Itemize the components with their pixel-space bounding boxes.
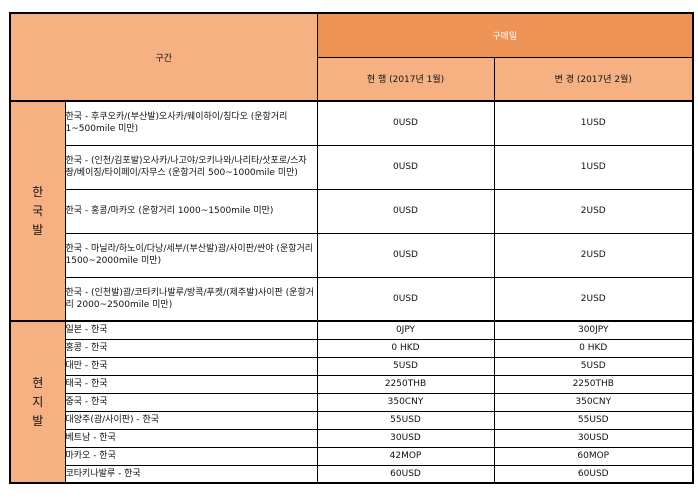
route-cell: 일본 - 한국 xyxy=(64,320,318,340)
fuel-surcharge-table: 구간 구매일 현 행 (2017년 1월) 변 경 (2017년 2월) 한 국… xyxy=(9,12,694,484)
route-cell: 한국 - (인천/김포발)오사카/나고야/오키나와/나리타/삿포로/스자좡/베이… xyxy=(64,144,318,190)
current-value-cell: 0USD xyxy=(316,100,495,146)
current-value-cell: 2250THB xyxy=(316,374,495,394)
route-cell: 중국 - 한국 xyxy=(64,392,318,412)
current-value-cell: 0USD xyxy=(316,188,495,234)
changed-value-cell: 60USD xyxy=(493,464,694,484)
changed-value-cell: 2250THB xyxy=(493,374,694,394)
current-value-cell: 42MOP xyxy=(316,446,495,466)
current-period-header: 현 행 (2017년 1월) xyxy=(316,56,495,102)
changed-value-cell: 300JPY xyxy=(493,320,694,340)
current-value-cell: 30USD xyxy=(316,428,495,448)
route-cell: 홍콩 - 한국 xyxy=(64,338,318,358)
changed-value-cell: 1USD xyxy=(493,144,694,190)
current-value-cell: 60USD xyxy=(316,464,495,484)
changed-value-cell: 5USD xyxy=(493,356,694,376)
current-value-cell: 55USD xyxy=(316,410,495,430)
changed-value-cell: 2USD xyxy=(493,232,694,278)
table-row: 마카오 - 한국 42MOP 60MOP xyxy=(10,446,694,466)
changed-value-cell: 30USD xyxy=(493,428,694,448)
route-cell: 한국 - 마닐라/하노이/다낭/세부/(부산발)괌/사이판/싼야 (운항거리 1… xyxy=(64,232,318,278)
table-row: 대양주(괌/사이판) - 한국 55USD 55USD xyxy=(10,410,694,430)
fuel-surcharge-table-container: 구간 구매일 현 행 (2017년 1월) 변 경 (2017년 2월) 한 국… xyxy=(9,12,694,484)
current-value-cell: 0USD xyxy=(316,276,495,322)
route-cell: 태국 - 한국 xyxy=(64,374,318,394)
changed-value-cell: 2USD xyxy=(493,188,694,234)
changed-value-cell: 60MOP xyxy=(493,446,694,466)
route-cell: 코타키나발루 - 한국 xyxy=(64,464,318,484)
group-label-char: 국 xyxy=(32,203,44,218)
group-label-char: 현 xyxy=(32,375,44,390)
changed-period-header: 변 경 (2017년 2월) xyxy=(493,56,694,102)
table-row: 한 국 발 한국 - 후쿠오카/(부산발)오사카/웨이하이/칭다오 (운항거리 … xyxy=(9,100,694,322)
group-label-char: 한 xyxy=(32,184,44,199)
group-label-local-departure: 현 지 발 xyxy=(9,320,66,484)
table-row: 홍콩 - 한국 0 HKD 0 HKD xyxy=(10,338,694,358)
table-row: 한국 - (인천발)괌/코타키나발루/방콕/푸켓/(제주발)사이판 (운항거리 … xyxy=(10,276,694,322)
section-header: 구간 xyxy=(9,12,318,102)
route-cell: 베트남 - 한국 xyxy=(64,428,318,448)
table-row: 한국 - (인천/김포발)오사카/나고야/오키나와/나리타/삿포로/스자좡/베이… xyxy=(10,144,694,190)
route-cell: 대양주(괌/사이판) - 한국 xyxy=(64,410,318,430)
current-value-cell: 350CNY xyxy=(316,392,495,412)
table-row: 중국 - 한국 350CNY 350CNY xyxy=(10,392,694,412)
group-label-char: 발 xyxy=(32,222,44,237)
changed-value-cell: 0 HKD xyxy=(493,338,694,358)
table-row: 태국 - 한국 2250THB 2250THB xyxy=(10,374,694,394)
table-row: 베트남 - 한국 30USD 30USD xyxy=(10,428,694,448)
current-value-cell: 0 HKD xyxy=(316,338,495,358)
current-value-cell: 0USD xyxy=(316,232,495,278)
table-row: 한국 - 홍콩/마카오 (운항거리 1000~1500mile 미만) 0USD… xyxy=(10,188,694,234)
current-value-cell: 0JPY xyxy=(316,320,495,340)
group-label-korea-departure: 한 국 발 xyxy=(9,100,66,322)
current-value-cell: 5USD xyxy=(316,356,495,376)
current-value-cell: 0USD xyxy=(316,144,495,190)
route-cell: 대만 - 한국 xyxy=(64,356,318,376)
table-row: 대만 - 한국 5USD 5USD xyxy=(10,356,694,376)
route-cell: 한국 - (인천발)괌/코타키나발루/방콕/푸켓/(제주발)사이판 (운항거리 … xyxy=(64,276,318,322)
table-row: 코타키나발루 - 한국 60USD 60USD xyxy=(10,464,694,484)
purchase-date-header: 구매일 xyxy=(316,12,694,58)
route-cell: 한국 - 후쿠오카/(부산발)오사카/웨이하이/칭다오 (운항거리 1~500m… xyxy=(64,100,318,146)
changed-value-cell: 2USD xyxy=(493,276,694,322)
group-label-char: 지 xyxy=(32,394,44,409)
changed-value-cell: 350CNY xyxy=(493,392,694,412)
route-cell: 마카오 - 한국 xyxy=(64,446,318,466)
changed-value-cell: 55USD xyxy=(493,410,694,430)
route-cell: 한국 - 홍콩/마카오 (운항거리 1000~1500mile 미만) xyxy=(64,188,318,234)
group-label-char: 발 xyxy=(32,413,44,428)
table-row: 한국 - 마닐라/하노이/다낭/세부/(부산발)괌/사이판/싼야 (운항거리 1… xyxy=(10,232,694,278)
table-row: 현 지 발 일본 - 한국 0JPY 300JPY xyxy=(9,320,694,484)
changed-value-cell: 1USD xyxy=(493,100,694,146)
